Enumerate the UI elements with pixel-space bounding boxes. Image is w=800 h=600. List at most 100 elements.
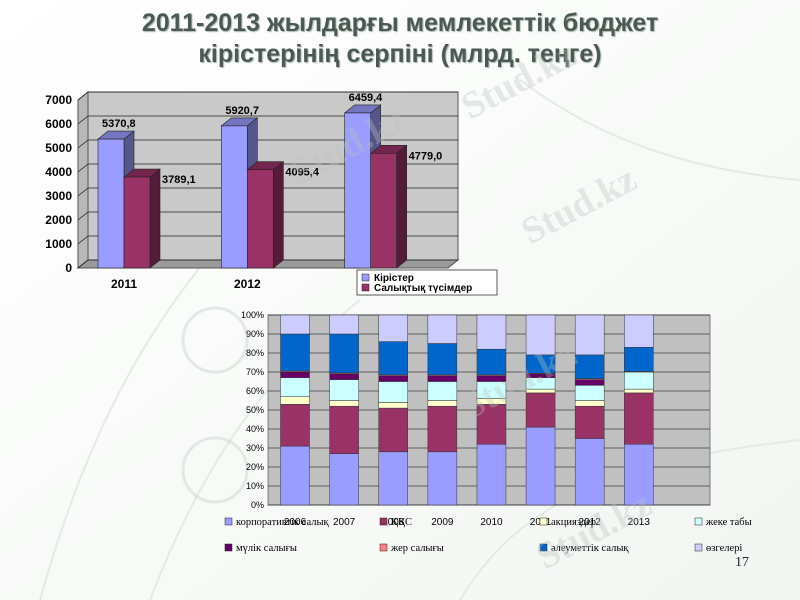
chart2-segment-7 <box>525 314 556 356</box>
chart1-y-tick-label: 1000 <box>45 237 72 251</box>
chart2-legend-label: акцияздер <box>551 517 596 528</box>
chart2-segment-6 <box>476 348 507 376</box>
chart1-data-label: 6459,4 <box>349 92 384 104</box>
chart1-data-label: 4095,4 <box>285 167 320 179</box>
chart1-data-label: 4779,0 <box>409 150 443 162</box>
chart2-segment-1 <box>476 404 507 445</box>
chart2-y-tick-label: 20% <box>246 462 264 472</box>
chart1-gridline <box>77 91 458 101</box>
chart1-gridlines <box>77 91 458 269</box>
bar-front <box>247 169 274 269</box>
chart1-gridline <box>77 211 458 221</box>
chart2-segment-1 <box>574 405 605 439</box>
chart2-y-tick-label: 30% <box>246 443 264 453</box>
chart1-legend-box <box>356 269 498 296</box>
chart2-legend-label: жер салығы <box>390 543 444 554</box>
chart2-segment-2 <box>378 402 408 409</box>
chart2-legend-swatch <box>379 517 388 526</box>
slide-title: 2011-2013 жылдарғы мемлекеттік бюджет кі… <box>0 8 800 70</box>
chart2-column-2008 <box>378 314 408 506</box>
chart2-x-tick-label: 2007 <box>333 517 356 528</box>
chart2-y-tick-label: 100% <box>241 310 264 320</box>
title-line-1: 2011-2013 жылдарғы мемлекеттік бюджет <box>141 9 659 37</box>
chart2-segment-0 <box>476 443 507 506</box>
chart2-x-tick-label: 2006 <box>284 517 307 528</box>
chart2-segment-0 <box>378 451 408 506</box>
title-line-2: кірістерінің серпіні (млрд. теңге) <box>198 40 602 68</box>
chart1-x-axis: 201120122013 <box>111 277 384 291</box>
chart1-y-tick-label: 3000 <box>45 189 72 203</box>
chart2-y-tick-label: 40% <box>246 424 264 434</box>
chart2-x-tick-label: 2008 <box>382 517 405 528</box>
chart2-segment-3 <box>624 371 654 390</box>
chart2-y-tick-label: 0% <box>251 500 264 510</box>
chart2-column-2009 <box>427 314 458 506</box>
chart1-gridline <box>77 139 458 149</box>
bar-side <box>149 168 161 269</box>
chart2-segment-1 <box>525 392 556 428</box>
chart2-segment-2 <box>329 400 359 407</box>
chart2-segment-2 <box>280 396 310 405</box>
bar-front <box>221 125 248 269</box>
chart2-segment-6 <box>427 343 458 376</box>
chart2-legend: корпоративтік салық ҚҚС акцияздер жеке табы… <box>224 517 752 554</box>
chart2-segment-0 <box>329 453 359 506</box>
chart2-y-tick-label: 10% <box>246 481 264 491</box>
bar-side <box>273 161 284 269</box>
chart1-bar-tax-2011 <box>123 168 161 269</box>
chart1-y-tick-label: 0 <box>65 261 72 275</box>
chart2-x-tick-label: 2010 <box>480 517 503 528</box>
chart2-bars <box>280 314 654 506</box>
chart2-legend-swatch <box>224 517 233 526</box>
chart1-gridline <box>77 235 458 245</box>
chart2-segment-0 <box>427 451 458 506</box>
chart1-gridline <box>77 115 458 125</box>
chart2-legend-swatch <box>539 517 548 526</box>
chart2-segment-3 <box>280 377 310 397</box>
bar-front <box>123 176 151 269</box>
chart1-data-label: 5920,7 <box>225 105 259 117</box>
chart2-x-tick-label: 2013 <box>628 517 651 528</box>
bar-side <box>396 144 407 269</box>
chart1-data-label: 3789,1 <box>162 174 196 186</box>
chart1-y-tick-label: 5000 <box>45 141 72 155</box>
revenue-bar-chart: 0100020003000400050006000700020112012201… <box>45 90 498 296</box>
chart2-segment-3 <box>427 381 458 401</box>
chart2-legend-label: корпоративтік салық <box>236 517 330 528</box>
chart2-segment-7 <box>624 314 654 348</box>
chart2-y-tick-label: 80% <box>246 348 264 358</box>
chart2-segment-6 <box>378 341 408 376</box>
chart2-segment-7 <box>427 314 458 344</box>
chart1-legend-swatch <box>361 283 370 292</box>
chart1-gridline <box>77 187 458 197</box>
chart1-x-tick-label: 2012 <box>234 277 261 291</box>
chart2-segment-2 <box>427 400 458 407</box>
chart1-data-label: 5370,8 <box>102 118 136 130</box>
tax-structure-stacked-chart: 0% 10% 20% 30% 40% 50% 60% 70% 80% 90% 100% 2006 200… <box>224 310 752 554</box>
chart2-segment-4 <box>329 373 359 380</box>
chart2-segment-6 <box>280 333 310 372</box>
chart2-y-tick-label: 50% <box>246 405 264 415</box>
chart2-segment-4 <box>427 375 458 382</box>
chart2-segment-3 <box>476 381 507 399</box>
chart1-legend-label: Кірістер <box>374 273 414 284</box>
chart1-x-tick-label: 2011 <box>111 277 137 291</box>
chart2-legend-swatch <box>539 543 548 552</box>
chart1-legend-label: Салықтық түсімдер <box>374 283 472 294</box>
chart1-bars <box>97 104 408 269</box>
chart2-x-tick-label: 2009 <box>431 517 454 528</box>
chart2-legend-swatch <box>694 543 703 552</box>
chart2-legend-label: әлеуметтік салық <box>551 543 629 554</box>
chart2-segment-2 <box>476 398 507 405</box>
chart2-legend-label: өзгелері <box>706 543 742 554</box>
chart2-y-axis: 0% 10% 20% 30% 40% 50% 60% 70% 80% 90% 100% <box>241 310 264 510</box>
chart2-segment-0 <box>280 445 310 506</box>
chart2-segment-4 <box>476 375 507 382</box>
chart1-legend-swatch <box>361 273 370 282</box>
chart2-legend-label: жеке табы <box>705 517 752 528</box>
chart2-segment-3 <box>329 379 359 401</box>
chart2-segment-1 <box>280 404 310 447</box>
chart2-segment-4 <box>280 371 310 378</box>
chart2-segment-7 <box>574 314 605 356</box>
chart2-legend-swatch <box>379 543 388 552</box>
